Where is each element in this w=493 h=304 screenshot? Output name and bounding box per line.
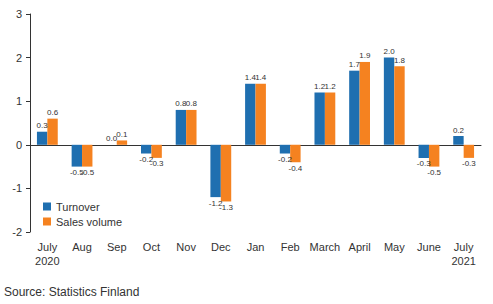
svg-text:May: May <box>384 241 405 253</box>
svg-text:1.7: 1.7 <box>349 60 361 69</box>
svg-text:1.2: 1.2 <box>325 82 337 91</box>
svg-text:Dec: Dec <box>211 241 231 253</box>
svg-text:Turnover: Turnover <box>56 201 100 213</box>
svg-text:Feb: Feb <box>281 241 300 253</box>
svg-text:0.0: 0.0 <box>106 134 118 144</box>
svg-text:-0.5: -0.5 <box>69 168 84 178</box>
svg-text:June: June <box>417 241 441 253</box>
svg-text:Source: Statistics Finland: Source: Statistics Finland <box>4 285 139 299</box>
svg-text:0.6: 0.6 <box>47 108 59 117</box>
svg-text:1.4: 1.4 <box>244 73 256 83</box>
svg-text:-0.4: -0.4 <box>288 164 302 173</box>
svg-text:1.8: 1.8 <box>394 56 406 65</box>
svg-text:-1.3: -1.3 <box>219 203 233 212</box>
svg-text:-0.5: -0.5 <box>427 168 441 177</box>
svg-text:1: 1 <box>16 95 22 107</box>
svg-text:0.8: 0.8 <box>186 99 198 108</box>
svg-text:Jan: Jan <box>247 241 265 253</box>
svg-text:-0.3: -0.3 <box>417 159 431 168</box>
svg-text:Aug: Aug <box>72 241 92 253</box>
svg-text:0.3: 0.3 <box>37 121 49 130</box>
svg-text:Nov: Nov <box>176 241 196 253</box>
svg-text:2.0: 2.0 <box>384 47 396 56</box>
svg-text:1.9: 1.9 <box>359 51 371 60</box>
svg-text:-0.2: -0.2 <box>139 155 154 164</box>
svg-text:July: July <box>38 241 58 253</box>
svg-text:2021: 2021 <box>451 255 475 267</box>
svg-text:Sep: Sep <box>107 241 127 253</box>
svg-text:0: 0 <box>16 139 22 151</box>
svg-text:-0.3: -0.3 <box>150 159 164 168</box>
svg-text:3: 3 <box>16 8 22 20</box>
svg-text:-2: -2 <box>12 226 22 238</box>
svg-text:Sales volume: Sales volume <box>56 216 122 228</box>
svg-text:-0.2: -0.2 <box>278 155 292 164</box>
svg-text:-0.3: -0.3 <box>462 159 476 168</box>
svg-text:July: July <box>454 241 474 253</box>
svg-text:0.2: 0.2 <box>453 126 465 135</box>
svg-text:2: 2 <box>16 52 22 64</box>
svg-text:April: April <box>349 241 371 253</box>
svg-text:0.8: 0.8 <box>175 99 187 109</box>
svg-text:-1: -1 <box>12 182 22 194</box>
svg-text:2020: 2020 <box>35 255 59 267</box>
svg-text:1.2: 1.2 <box>314 82 326 91</box>
svg-text:1.4: 1.4 <box>255 73 267 82</box>
svg-text:0.1: 0.1 <box>116 130 128 139</box>
svg-text:March: March <box>310 241 341 253</box>
svg-text:Oct: Oct <box>143 241 160 253</box>
svg-text:-1.2: -1.2 <box>208 198 223 208</box>
svg-text:-0.5: -0.5 <box>80 168 94 177</box>
